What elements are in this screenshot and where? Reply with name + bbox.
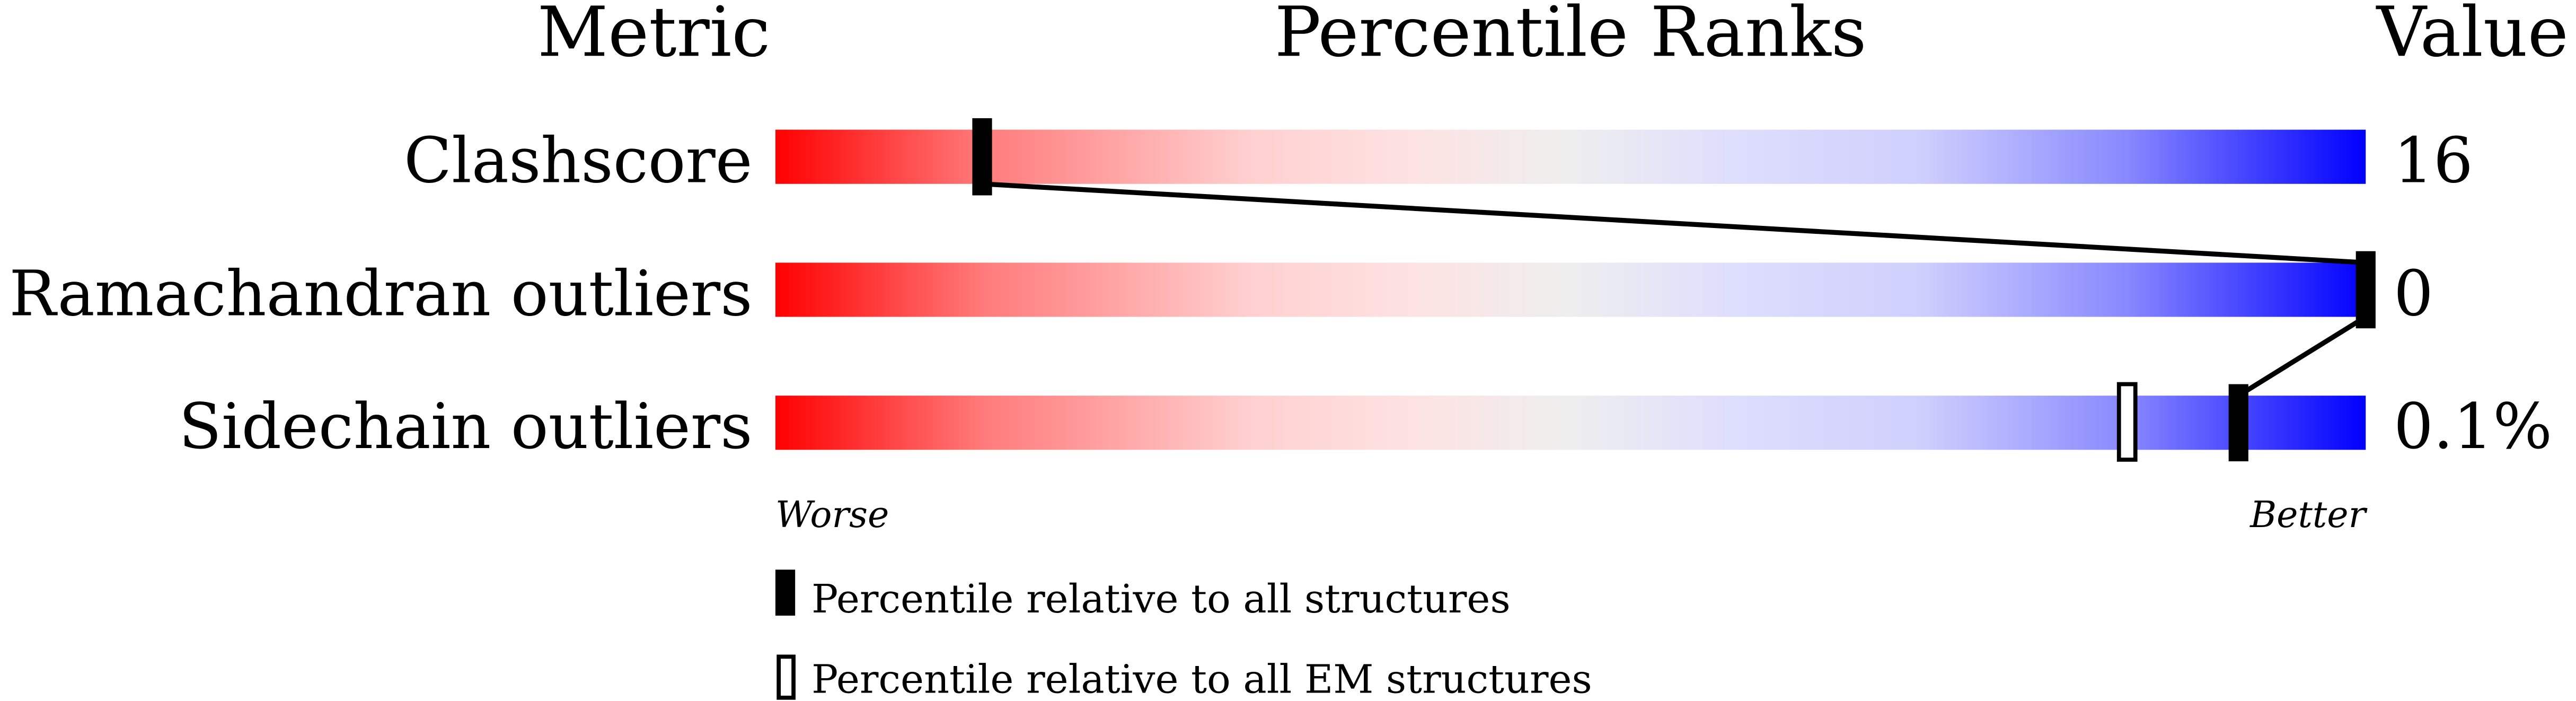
em-percentile-marker [2116,382,2138,462]
all-percentile-marker [972,118,992,196]
legend-filled-marker [775,569,796,616]
connector-line [982,181,2366,265]
metric-value: 16 [2394,125,2473,197]
all-percentile-marker [2228,384,2248,461]
metric-label: Ramachandran outliers [9,257,752,330]
percentile-bar [775,396,2366,450]
legend-label-em: Percentile relative to all EM structures [811,656,1592,701]
metric-value: 0 [2394,257,2433,330]
worse-label: Worse [775,494,889,536]
better-label: Better [2249,494,2368,536]
metric-label: Sidechain outliers [179,390,752,463]
percentile-bar [775,129,2366,184]
metric-label: Clashscore [404,125,753,197]
connector-line [2237,314,2367,398]
header-percentile-ranks: Percentile Ranks [1275,0,1867,72]
legend-hollow-marker [777,654,796,700]
header-metric: Metric [537,0,770,72]
percentile-bar [775,262,2366,317]
header-value: Value [2376,0,2569,72]
legend-label-all: Percentile relative to all structures [811,576,1510,622]
metric-value: 0.1% [2394,390,2552,463]
all-percentile-marker [2356,251,2376,329]
